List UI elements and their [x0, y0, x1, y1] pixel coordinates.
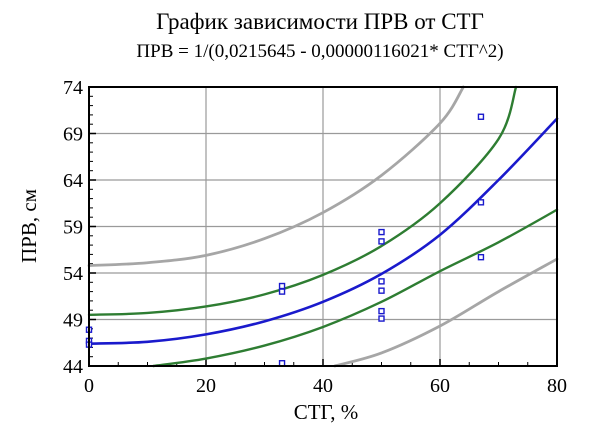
data-point — [477, 253, 485, 261]
y-tick-label: 69 — [63, 124, 83, 146]
data-point — [278, 360, 286, 367]
data-point — [378, 315, 385, 322]
data-point — [378, 238, 385, 245]
data-point — [378, 307, 385, 315]
grid-lines — [88, 86, 558, 367]
series-prediction-upper-line — [87, 85, 465, 267]
series-prediction-lower-line — [333, 257, 559, 368]
x-axis-label: СТГ, % — [294, 400, 359, 424]
x-tick-label: 40 — [313, 375, 333, 397]
y-tick-label: 59 — [63, 217, 83, 239]
y-tick-label: 54 — [63, 263, 83, 285]
y-tick-label: 49 — [63, 310, 83, 332]
y-tick-label: 64 — [63, 170, 83, 192]
chart-title: График зависимости ПРВ от СТГ — [156, 9, 484, 34]
data-point — [278, 282, 286, 290]
data-point — [477, 113, 485, 120]
series-confidence-upper-line — [87, 85, 518, 317]
tick-marks: 0 20 40 60 80 44 49 54 59 64 69 74 — [63, 77, 567, 397]
series-fit-line — [87, 117, 559, 345]
chart-subtitle: ПРВ = 1/(0,0215645 - 0,00000116021* СТГ^… — [136, 41, 503, 62]
plot-frame — [88, 86, 558, 367]
data-point — [378, 278, 385, 285]
y-axis-label: ПРВ, см — [17, 189, 41, 263]
x-tick-label: 80 — [547, 375, 567, 397]
series-lines — [87, 85, 559, 368]
data-point — [477, 199, 485, 206]
x-tick-label: 60 — [430, 375, 450, 397]
data-point — [378, 287, 385, 294]
x-tick-label: 20 — [196, 375, 216, 397]
data-point — [378, 228, 385, 236]
data-points — [85, 113, 485, 367]
y-tick-label: 44 — [63, 356, 83, 378]
y-tick-label: 74 — [63, 77, 83, 99]
series-confidence-lower-line — [152, 208, 559, 368]
x-tick-label: 0 — [84, 375, 94, 397]
data-point — [278, 288, 286, 295]
